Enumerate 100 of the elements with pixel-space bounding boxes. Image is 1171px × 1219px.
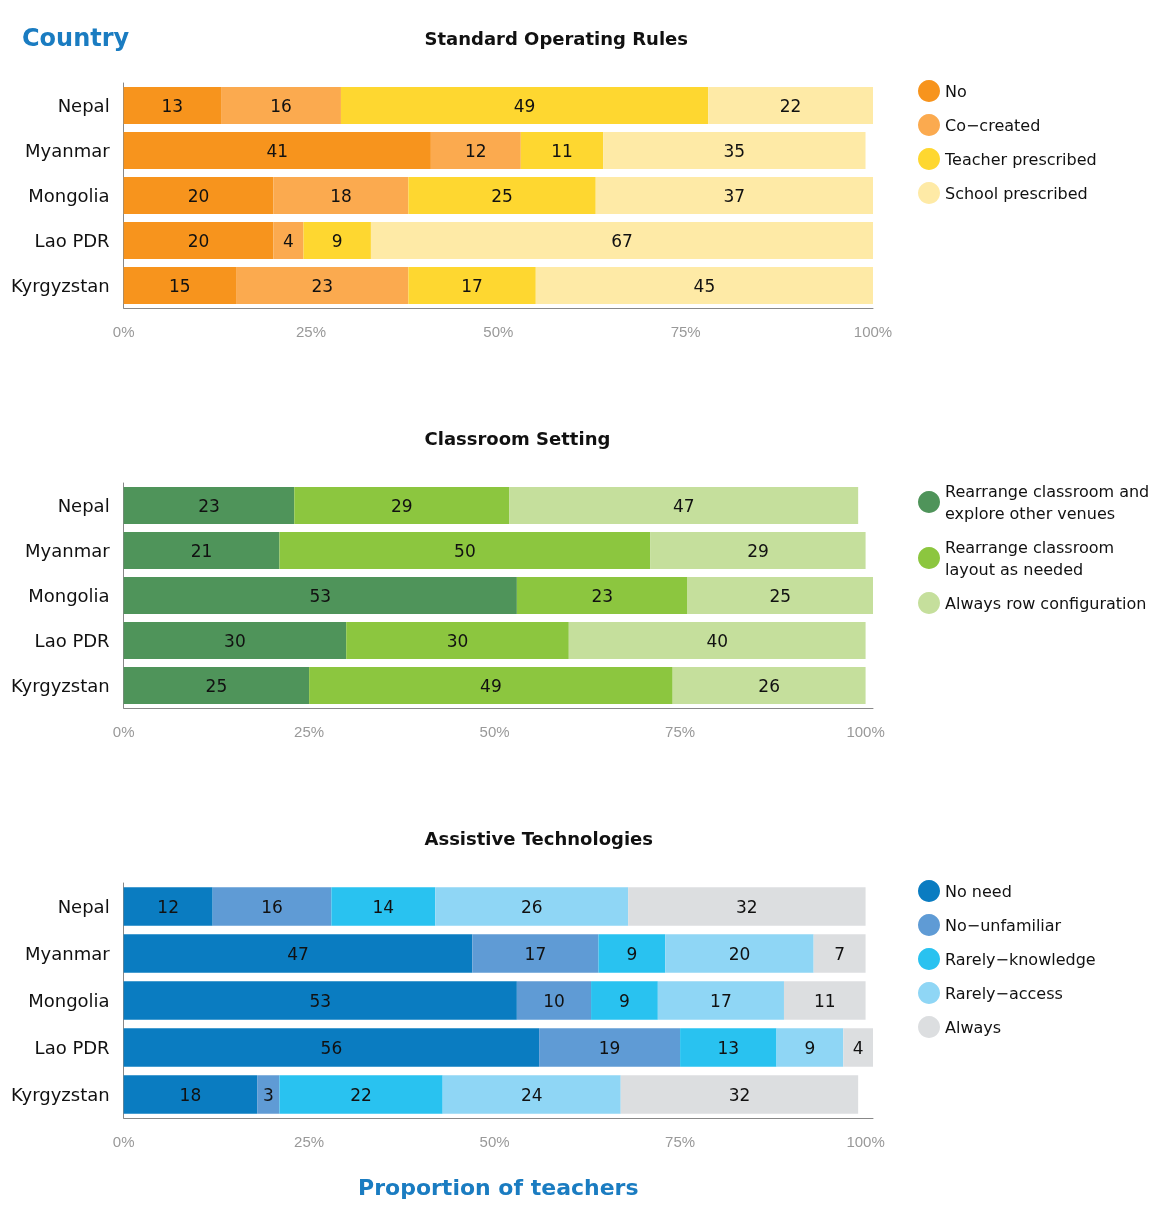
bar: [370, 222, 873, 259]
legend-label: School prescribed: [945, 183, 1088, 203]
data-label: 25: [205, 675, 228, 696]
legend-label: Co−created: [945, 115, 1041, 135]
bar: [123, 981, 517, 1020]
data-label: 14: [372, 896, 395, 917]
bar: [539, 1028, 681, 1067]
legend-label: Rearrange classroom layout as needed: [945, 537, 1120, 579]
bar: [472, 934, 599, 973]
bar: [843, 1028, 873, 1067]
y-tick-label: Lao PDR: [34, 1037, 110, 1058]
bar: [294, 487, 510, 524]
data-label: 23: [591, 585, 614, 606]
bar: [123, 622, 347, 659]
data-label: 18: [179, 1084, 202, 1105]
bar: [509, 487, 859, 524]
bar: [687, 577, 873, 614]
bar: [598, 934, 666, 973]
data-label: 29: [747, 540, 769, 561]
bar: [123, 1075, 258, 1114]
data-label: 24: [520, 1084, 543, 1105]
bar: [776, 1028, 844, 1067]
bar: [123, 222, 274, 259]
data-label: 13: [161, 95, 184, 116]
bar: [123, 532, 280, 569]
data-label: 17: [524, 943, 547, 964]
y-tick-label: Mongolia: [28, 990, 110, 1011]
data-label: 13: [717, 1037, 740, 1058]
data-label: 23: [311, 275, 334, 296]
data-label: 47: [672, 495, 695, 516]
y-tick-label: Nepal: [57, 896, 110, 917]
legend-label: Rarely−knowledge: [945, 949, 1096, 969]
bar: [123, 132, 431, 169]
data-label: 12: [157, 896, 179, 917]
data-label: 45: [693, 275, 716, 296]
bar: [257, 1075, 280, 1114]
data-label: 20: [728, 943, 751, 964]
y-tick-label: Nepal: [57, 95, 110, 116]
bar: [273, 222, 304, 259]
legend-label: Teacher prescribed: [944, 149, 1097, 169]
legend-label: No need: [945, 881, 1012, 901]
bar: [628, 887, 866, 926]
bar: [303, 222, 371, 259]
data-label: 9: [804, 1037, 816, 1058]
x-tick-label: 50%: [479, 723, 510, 740]
x-tick-label: 50%: [483, 323, 514, 340]
bar: [650, 532, 866, 569]
legend-label: No−unfamiliar: [945, 915, 1062, 935]
data-label: 4: [283, 230, 294, 251]
chart-title: Classroom Setting: [424, 427, 611, 449]
data-label: 25: [769, 585, 792, 606]
data-label: 16: [270, 95, 292, 116]
bar: [279, 1075, 443, 1114]
y-tick-label: Myanmar: [25, 540, 111, 561]
legend-label: Rearrange classroom and explore other venues: [945, 481, 1155, 523]
bar: [516, 981, 592, 1020]
bar: [123, 934, 473, 973]
data-label: 30: [446, 630, 469, 651]
bar: [657, 981, 784, 1020]
y-tick-label: Lao PDR: [34, 630, 110, 651]
data-label: 22: [779, 95, 802, 116]
data-label: 53: [309, 990, 332, 1011]
x-tick-label: 0%: [112, 723, 135, 740]
data-label: 21: [190, 540, 213, 561]
bar: [603, 132, 866, 169]
x-tick-label: 100%: [853, 323, 893, 340]
bar: [212, 887, 332, 926]
bar: [430, 132, 521, 169]
x-tick-label: 25%: [294, 723, 325, 740]
x-tick-label: 25%: [294, 1133, 325, 1150]
bar: [346, 622, 569, 659]
data-label: 25: [491, 185, 513, 206]
bar: [516, 577, 688, 614]
y-tick-label: Mongolia: [28, 185, 110, 206]
data-label: 20: [187, 230, 210, 251]
bar: [309, 667, 673, 704]
data-label: 56: [320, 1037, 343, 1058]
bar: [813, 934, 866, 973]
data-label: 9: [619, 990, 630, 1011]
bar: [665, 934, 814, 973]
data-label: 41: [266, 140, 289, 161]
bar: [123, 487, 295, 524]
y-tick-label: Mongolia: [28, 585, 110, 606]
bar: [783, 981, 866, 1020]
y-tick-label: Lao PDR: [34, 230, 110, 251]
data-label: 26: [758, 675, 780, 696]
data-label: 26: [520, 896, 543, 917]
x-tick-label: 75%: [670, 323, 701, 340]
data-label: 67: [611, 230, 633, 251]
y-tick-label: Myanmar: [25, 943, 111, 964]
bar: [520, 132, 604, 169]
legend-label: No: [945, 81, 967, 101]
y-tick-label: Kyrgyzstan: [10, 275, 110, 296]
bar: [408, 267, 536, 304]
data-label: 40: [706, 630, 729, 651]
legend-label: Always row configuration: [945, 593, 1147, 613]
x-tick-label: 75%: [665, 723, 696, 740]
bar: [442, 1075, 621, 1114]
data-label: 16: [261, 896, 283, 917]
data-label: 37: [723, 185, 746, 206]
